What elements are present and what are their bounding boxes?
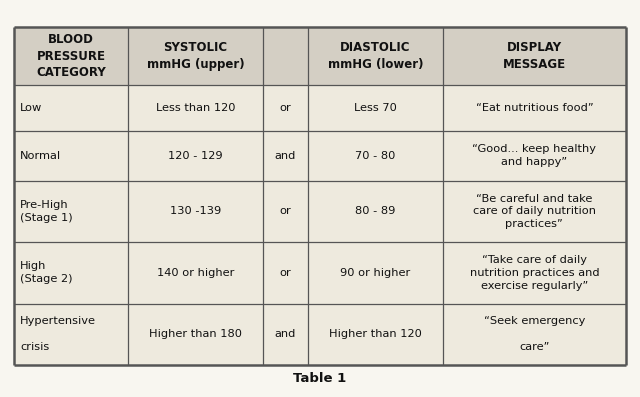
Bar [128, 27, 263, 85]
Text: 120 - 129: 120 - 129 [168, 150, 223, 160]
Bar [14, 304, 128, 365]
Bar [14, 181, 128, 242]
Text: or: or [280, 206, 291, 216]
Text: Hypertensive

crisis: Hypertensive crisis [20, 316, 96, 352]
Text: or: or [280, 268, 291, 278]
Bar [443, 85, 626, 131]
Bar [14, 27, 128, 85]
Bar [443, 304, 626, 365]
Bar [308, 85, 443, 131]
Text: Low: Low [20, 103, 42, 113]
Bar [443, 242, 626, 304]
Text: 130 -139: 130 -139 [170, 206, 221, 216]
Text: and: and [275, 329, 296, 339]
Text: “Eat nutritious food”: “Eat nutritious food” [476, 103, 593, 113]
Bar [263, 27, 308, 85]
Text: BLOOD
PRESSURE
CATEGORY: BLOOD PRESSURE CATEGORY [36, 33, 106, 79]
Text: Less 70: Less 70 [354, 103, 397, 113]
Text: Table 1: Table 1 [293, 372, 347, 385]
Text: SYSTOLIC
mmHG (upper): SYSTOLIC mmHG (upper) [147, 41, 244, 71]
Text: “Be careful and take
care of daily nutrition
practices”: “Be careful and take care of daily nutri… [473, 194, 596, 229]
Text: Normal: Normal [20, 150, 61, 160]
Bar [14, 131, 128, 181]
Bar [263, 131, 308, 181]
Bar [263, 85, 308, 131]
Bar [128, 85, 263, 131]
Text: 70 - 80: 70 - 80 [355, 150, 396, 160]
Text: “Seek emergency

care”: “Seek emergency care” [484, 316, 585, 352]
Text: Higher than 180: Higher than 180 [149, 329, 242, 339]
Bar [263, 181, 308, 242]
Bar [128, 131, 263, 181]
Bar [128, 181, 263, 242]
Text: 140 or higher: 140 or higher [157, 268, 234, 278]
Text: or: or [280, 103, 291, 113]
Text: and: and [275, 150, 296, 160]
Text: DISPLAY
MESSAGE: DISPLAY MESSAGE [503, 41, 566, 71]
Bar [128, 304, 263, 365]
Text: 80 - 89: 80 - 89 [355, 206, 396, 216]
Bar [443, 27, 626, 85]
Bar [308, 242, 443, 304]
Bar [443, 181, 626, 242]
Text: Less than 120: Less than 120 [156, 103, 236, 113]
Text: “Good... keep healthy
and happy”: “Good... keep healthy and happy” [472, 144, 596, 167]
Text: 90 or higher: 90 or higher [340, 268, 410, 278]
Text: Higher than 120: Higher than 120 [329, 329, 422, 339]
Bar [14, 242, 128, 304]
Bar [263, 304, 308, 365]
Bar [263, 242, 308, 304]
Bar [308, 181, 443, 242]
Bar [308, 304, 443, 365]
Text: High
(Stage 2): High (Stage 2) [20, 261, 72, 284]
Bar [308, 27, 443, 85]
Bar [308, 131, 443, 181]
Bar [443, 131, 626, 181]
Bar [14, 85, 128, 131]
Text: “Take care of daily
nutrition practices and
exercise regularly”: “Take care of daily nutrition practices … [470, 255, 599, 291]
Bar [128, 242, 263, 304]
Text: Pre-High
(Stage 1): Pre-High (Stage 1) [20, 200, 72, 223]
Text: DIASTOLIC
mmHG (lower): DIASTOLIC mmHG (lower) [328, 41, 423, 71]
